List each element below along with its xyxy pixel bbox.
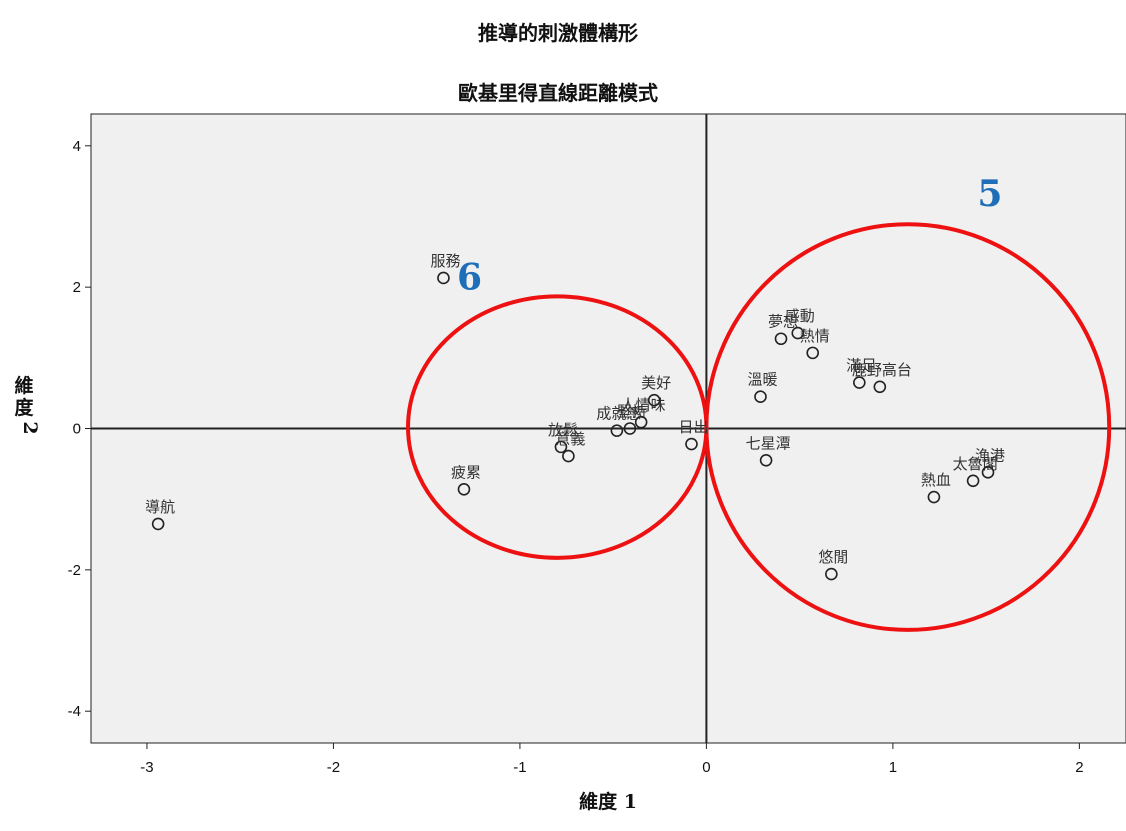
x-tick-label: -3 [140,759,153,776]
point-label: 溫暖 [747,371,777,389]
point-label: 熱情 [800,327,830,345]
data-point [853,376,866,389]
point-label: 熱血 [921,471,951,489]
y-axis-title-char: 度 [14,396,34,419]
data-point [623,422,637,435]
cluster-circles [406,222,1112,632]
point-label: 七星潭 [746,434,791,452]
data-point [966,474,980,488]
data-point [873,380,887,394]
point-label: 滿足 [846,357,876,375]
y-axis-title-char: 維 [14,374,33,397]
x-tick-label: 2 [1075,759,1083,776]
data-point [825,567,838,581]
chart-title: 推導的刺激體構形 [478,21,638,45]
point-label: 感動 [785,307,815,325]
cluster-number-label: 5 [977,173,1002,215]
data-point [806,346,820,360]
data-point [634,415,648,429]
cluster-circle [704,222,1112,632]
y-axis-title-number: 2 [19,421,41,434]
point-label: 堅持 [617,403,647,421]
y-axis-title: 維度 2 [14,374,41,435]
cluster-number-label: 6 [457,256,482,298]
data-point [554,440,568,454]
x-tick-label: 1 [889,759,897,776]
point-label: 放鬆 [548,421,578,439]
data-point [610,424,624,437]
x-tick-label: -1 [513,759,526,776]
data-point [927,490,941,504]
point-label: 夢想 [768,313,798,331]
point-label: 疲累 [451,463,481,481]
point-label: 鹿野高台 [852,361,912,379]
x-tick-label: 0 [702,759,710,776]
y-tick-label: -4 [68,703,81,720]
point-label: 人情味 [621,396,666,414]
cluster-annotations: 56 [457,173,1002,298]
data-point [437,271,450,285]
point-label: 美好 [641,374,671,392]
data-point [562,449,575,463]
data-point [774,332,788,346]
y-tick-label: 4 [73,138,81,155]
data-point [151,517,165,531]
data-point [759,454,773,467]
data-point [457,482,471,496]
y-tick-label: 0 [73,421,81,438]
x-tick-label: -2 [327,759,340,776]
y-axis-ticks: -4 -2 0 2 4 [68,138,91,720]
data-point [685,437,698,451]
point-label: 日出 [678,418,708,436]
data-point [981,466,995,479]
point-label: 服務 [430,252,460,270]
data-point [791,326,805,340]
x-axis-title: 維度 1 [579,790,637,813]
y-tick-label: 2 [73,279,81,296]
point-label: 導航 [145,498,175,516]
point-label: 悠閒 [818,548,848,566]
y-tick-label: -2 [68,562,81,579]
data-point [754,390,767,403]
point-label: 漁港 [975,446,1005,464]
point-label: 太魯閣 [953,455,998,473]
x-axis-ticks: -3 -2 -1 0 1 2 [140,743,1084,776]
point-label: 意義 [555,430,585,448]
data-point [647,393,661,407]
point-label: 成就感 [596,405,641,423]
chart-subtitle: 歐基里得直線距離模式 [458,81,658,105]
